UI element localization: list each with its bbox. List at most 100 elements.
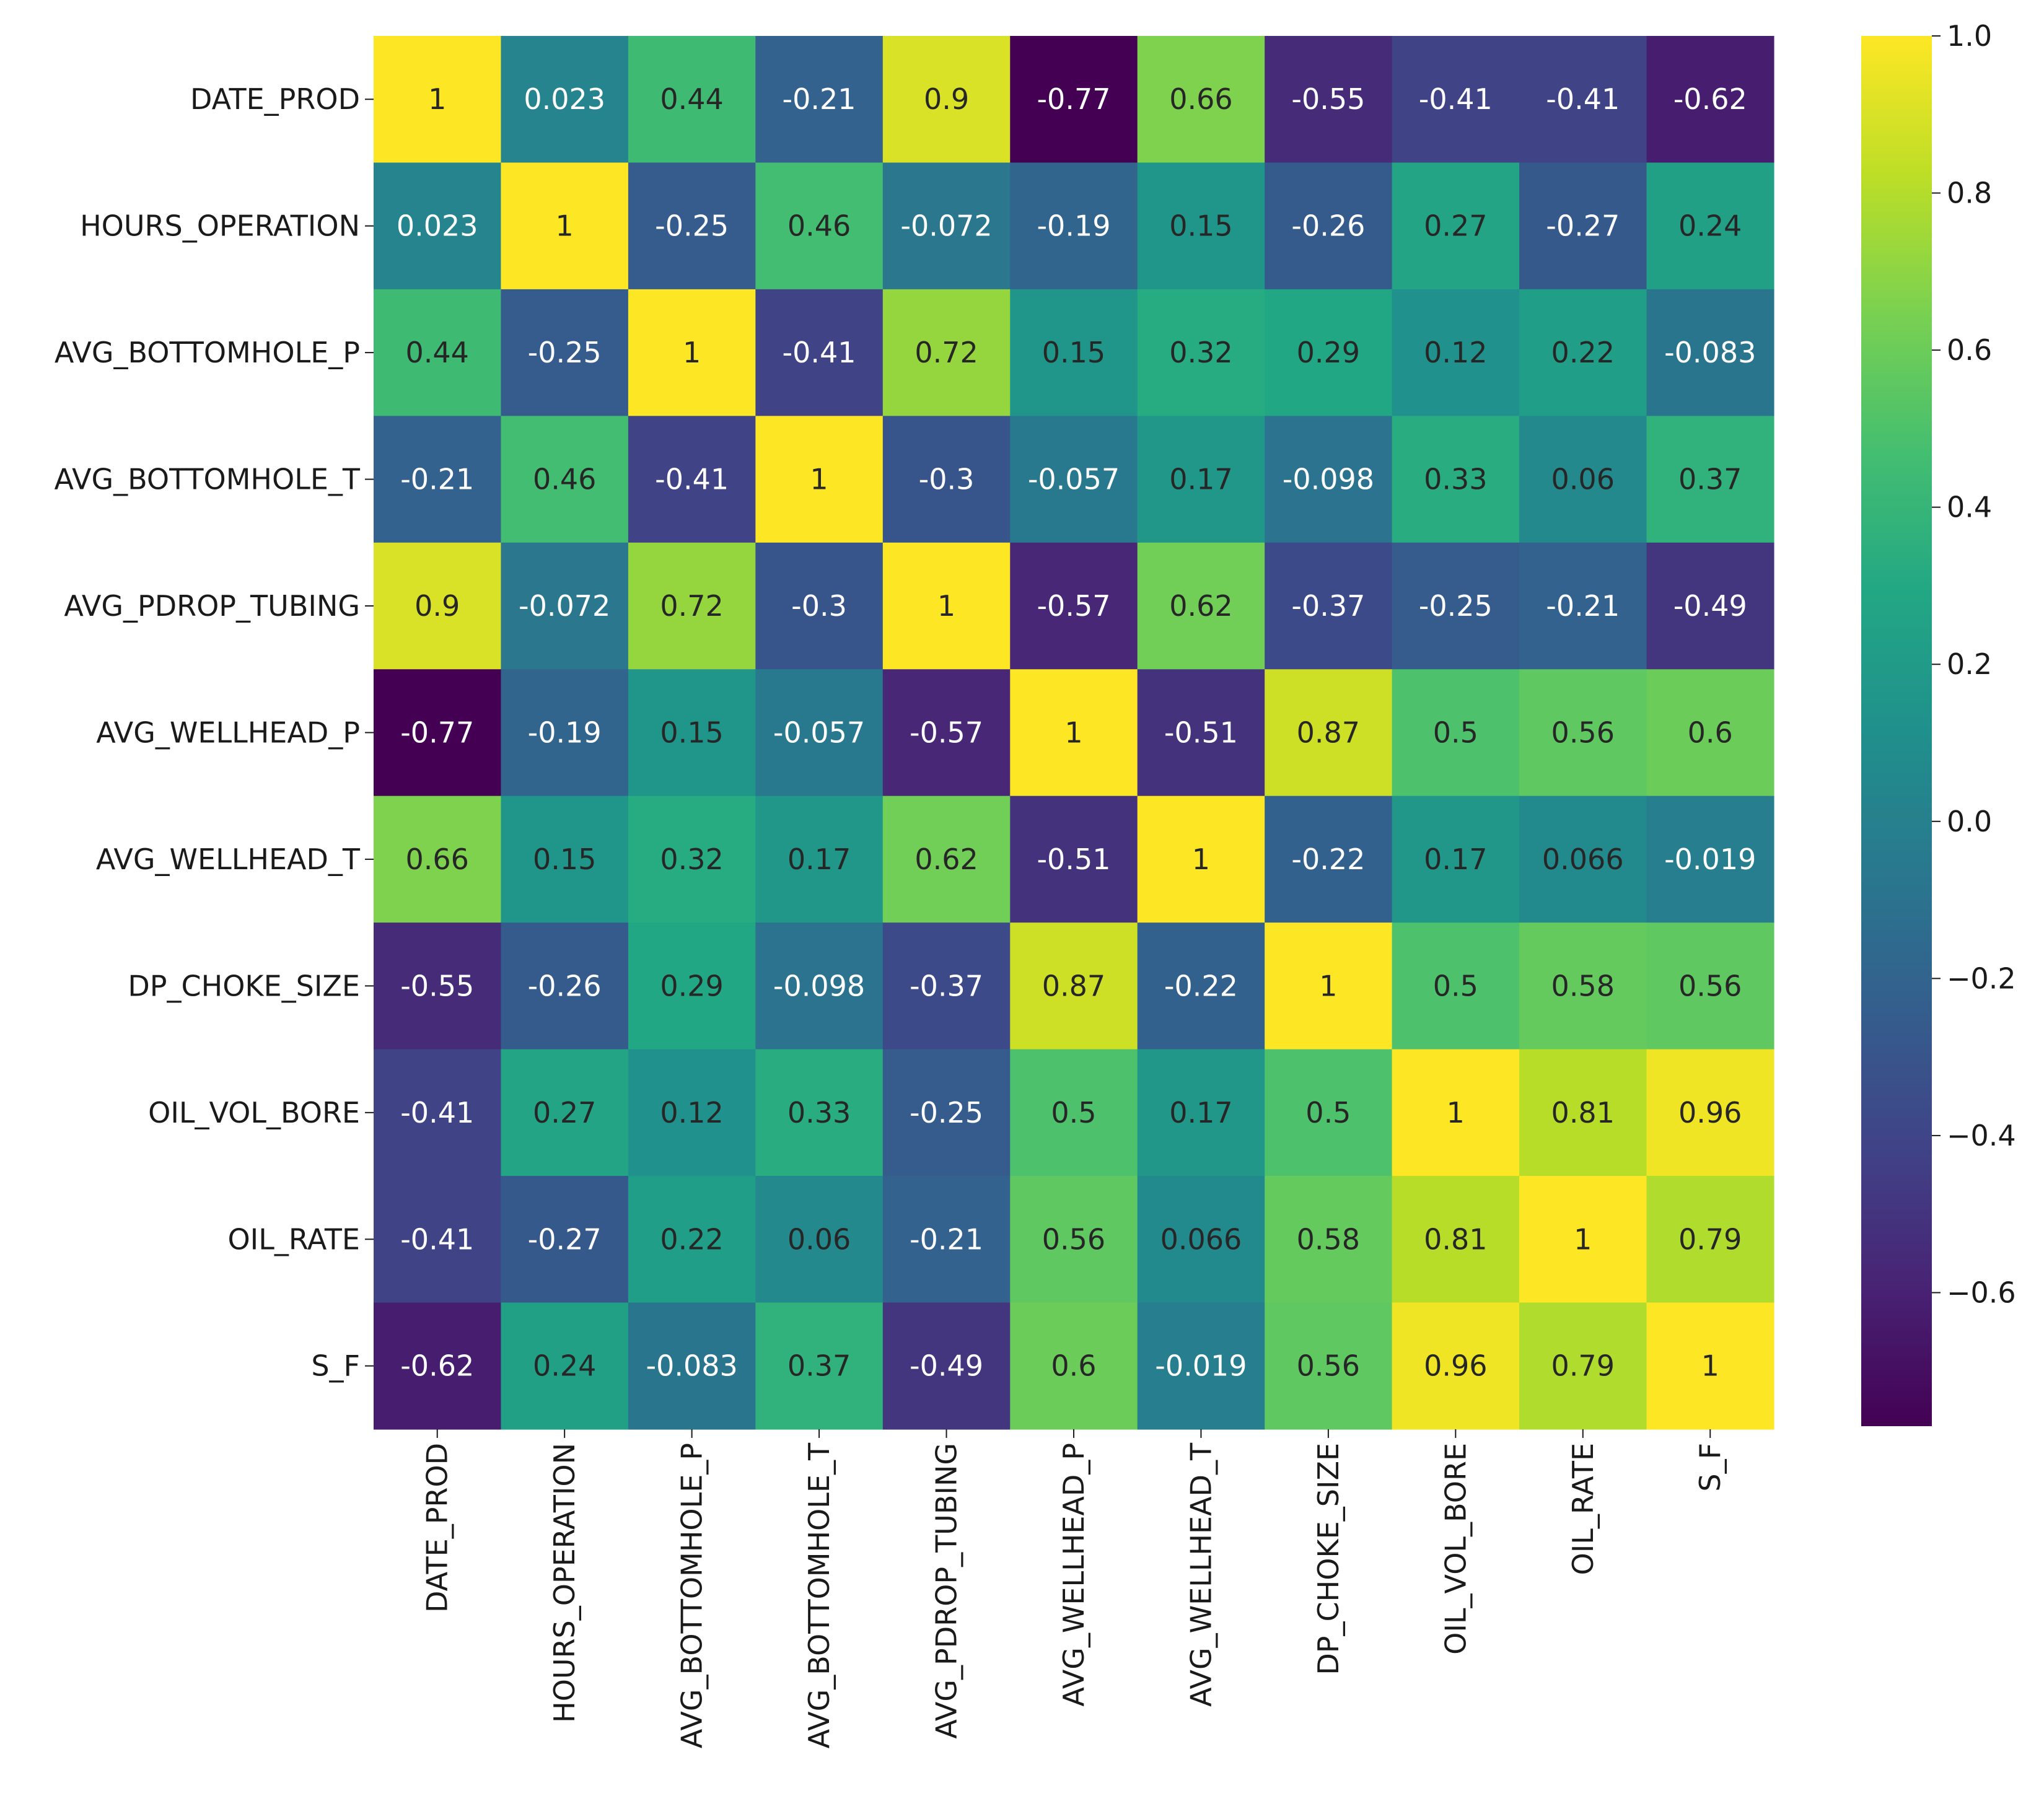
x-tick-label: OIL_RATE — [1566, 1443, 1600, 1575]
heatmap-cell — [1519, 162, 1647, 290]
heatmap-cell-label: -0.62 — [400, 1349, 474, 1383]
heatmap-cell — [628, 416, 756, 543]
heatmap-cell — [374, 1049, 502, 1176]
heatmap-cell — [1265, 1049, 1393, 1176]
heatmap-cell-label: 1 — [1064, 716, 1082, 749]
heatmap-cell-label: 0.44 — [406, 336, 469, 369]
heatmap-cell-label: -0.41 — [1419, 82, 1493, 116]
heatmap-cell — [882, 1049, 1011, 1176]
heatmap-cell — [374, 542, 502, 670]
heatmap-cell — [628, 542, 756, 670]
heatmap-cell-label: -0.41 — [783, 336, 856, 369]
heatmap-cell — [628, 922, 756, 1050]
heatmap-cell-label: 0.06 — [787, 1222, 851, 1256]
heatmap-cell-label: 0.023 — [524, 82, 605, 116]
heatmap-cell-label: -0.27 — [1546, 209, 1620, 243]
heatmap-cell-label: 1 — [810, 463, 828, 496]
heatmap-cell — [1519, 1049, 1647, 1176]
heatmap-cell — [1392, 416, 1520, 543]
heatmap-cell-label: 0.5 — [1305, 1096, 1351, 1129]
heatmap-cell — [628, 36, 756, 164]
heatmap-cell — [882, 1176, 1011, 1304]
heatmap-cell — [1137, 795, 1265, 923]
heatmap-cell — [1392, 289, 1520, 416]
heatmap-cell — [1010, 922, 1138, 1050]
heatmap-cell-label: -0.19 — [1037, 209, 1110, 243]
heatmap-cell — [374, 36, 502, 164]
heatmap-cell-label: 0.15 — [660, 716, 723, 749]
y-tick-label: OIL_RATE — [227, 1222, 360, 1256]
y-tick-label: OIL_VOL_BORE — [148, 1096, 360, 1129]
heatmap-cell-label: -0.098 — [773, 969, 865, 1002]
heatmap-cell — [1010, 1176, 1138, 1304]
heatmap-cell-label: 0.37 — [1678, 463, 1742, 496]
heatmap-cell — [1010, 795, 1138, 923]
heatmap-cell — [1519, 289, 1647, 416]
heatmap-cell-label: 1 — [1447, 1096, 1465, 1129]
heatmap-cell-label: 0.6 — [1688, 716, 1733, 749]
heatmap-cell — [1137, 669, 1265, 797]
heatmap-cell-label: 0.96 — [1678, 1096, 1742, 1129]
heatmap-cell — [882, 795, 1011, 923]
heatmap-cell-label: 0.58 — [1297, 1222, 1360, 1256]
heatmap-cell-label: -0.019 — [1155, 1349, 1247, 1383]
heatmap-cell-label: -0.41 — [655, 463, 729, 496]
heatmap-cell — [755, 1176, 884, 1304]
heatmap-cell — [1646, 1049, 1774, 1176]
heatmap-cell — [755, 1049, 884, 1176]
heatmap-cell — [501, 1049, 629, 1176]
heatmap-cell-label: -0.26 — [1291, 209, 1365, 243]
x-axis: DATE_PROD HOURS_OPERATION AVG_BOTTOMHOLE_P… — [421, 1429, 1727, 1748]
heatmap-cell — [374, 162, 502, 290]
heatmap-cell — [1010, 289, 1138, 416]
heatmap-cell-label: 0.15 — [533, 843, 596, 876]
heatmap-cell-label: -0.27 — [528, 1222, 602, 1256]
heatmap-cell — [1137, 922, 1265, 1050]
heatmap-cell-label: -0.072 — [519, 589, 610, 623]
heatmap-cell-label: 0.15 — [1169, 209, 1232, 243]
heatmap-cell — [1646, 162, 1774, 290]
heatmap-cell-label: -0.51 — [1037, 843, 1110, 876]
heatmap-cell — [501, 1176, 629, 1304]
heatmap-cell-label: -0.057 — [1028, 463, 1120, 496]
heatmap-cell-label: -0.21 — [400, 463, 474, 496]
heatmap-cell — [882, 36, 1011, 164]
x-tick-label: AVG_BOTTOMHOLE_P — [675, 1443, 709, 1748]
heatmap-cell-label: 0.15 — [1042, 336, 1105, 369]
heatmap-cell — [1392, 1302, 1520, 1430]
heatmap-cell — [755, 416, 884, 543]
heatmap-cell-label: 0.17 — [1424, 843, 1487, 876]
heatmap-cell — [1646, 36, 1774, 164]
heatmap-cell — [755, 289, 884, 416]
heatmap-cell — [1265, 1176, 1393, 1304]
heatmap-cell — [1137, 1302, 1265, 1430]
heatmap-cell-label: 0.33 — [1424, 463, 1487, 496]
heatmap-cell — [374, 1302, 502, 1430]
heatmap-cell-label: 1 — [556, 209, 574, 243]
heatmap-cell — [1265, 795, 1393, 923]
heatmap-cell-label: -0.3 — [919, 463, 975, 496]
heatmap-cell — [1265, 922, 1393, 1050]
heatmap-cell-label: 0.12 — [660, 1096, 723, 1129]
heatmap-cell-label: 0.06 — [1551, 463, 1615, 496]
heatmap-cell — [755, 922, 884, 1050]
y-tick-label: HOURS_OPERATION — [80, 209, 360, 243]
heatmap-cell-label: 0.29 — [1297, 336, 1360, 369]
heatmap-cell-label: 0.37 — [787, 1349, 851, 1383]
heatmap-cell-label: 0.5 — [1433, 716, 1478, 749]
heatmap-cell-label: 0.27 — [533, 1096, 596, 1129]
y-tick-label: AVG_PDROP_TUBING — [64, 589, 360, 623]
heatmap-cell — [1646, 1302, 1774, 1430]
heatmap-cell-label: -0.55 — [1291, 82, 1365, 116]
colorbar-tick-label: 0.0 — [1947, 805, 1992, 838]
heatmap-cell-label: -0.21 — [910, 1222, 983, 1256]
heatmap-cell — [1519, 669, 1647, 797]
heatmap-cell-label: 0.87 — [1297, 716, 1360, 749]
colorbar-tick-label: 1.0 — [1947, 19, 1992, 53]
heatmap-cell — [882, 922, 1011, 1050]
heatmap-cell-label: 1 — [1319, 969, 1337, 1002]
heatmap-cell-label: 0.56 — [1678, 969, 1742, 1002]
heatmap-cell-label: -0.22 — [1164, 969, 1238, 1002]
heatmap-cell — [374, 416, 502, 543]
heatmap-cell — [501, 162, 629, 290]
